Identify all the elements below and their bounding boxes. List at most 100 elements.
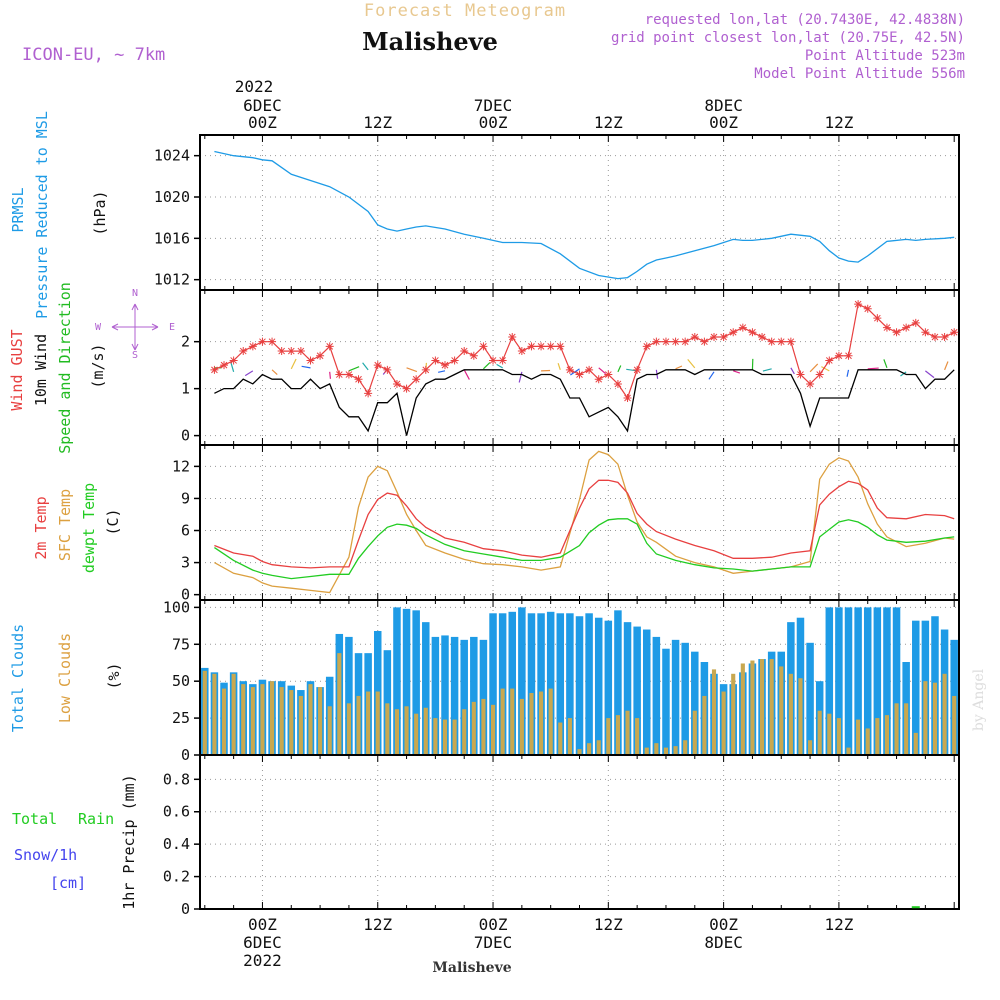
total-cloud-bar [556, 613, 565, 755]
temp-ytick-label: 12 [172, 457, 190, 475]
bottom-time-label: 00Z [709, 915, 738, 934]
top-time-label: 12Z [363, 113, 392, 132]
low-cloud-bar [250, 687, 255, 755]
low-cloud-bar [817, 710, 822, 755]
low-cloud-bar [375, 691, 380, 755]
low-cloud-bar [731, 673, 736, 755]
compass-north: N [132, 288, 138, 299]
wind-gust-marker [460, 347, 469, 356]
wind-gust-marker [854, 300, 863, 309]
total-cloud-bar [662, 648, 670, 755]
precip-ytick-label: 0.6 [163, 803, 190, 821]
precip-unit-label: 1hr Precip (mm) [120, 774, 138, 909]
clouds-ytick-label: 100 [163, 598, 190, 616]
pressure-ytick-label: 1012 [154, 271, 190, 289]
low-cloud-bar [625, 710, 630, 755]
pressure-unit-label: (hPa) [91, 190, 109, 235]
low-cloud-bar [279, 687, 284, 755]
wind-direction-arrow [708, 371, 715, 380]
snow-label: Snow/1h [14, 846, 77, 864]
wind-gust-marker [421, 365, 430, 374]
bottom-time-label: 8DEC [704, 933, 743, 952]
low-cloud-bar [788, 673, 793, 755]
total-cloud-bar [479, 639, 488, 755]
low-cloud-bar [260, 684, 265, 755]
low-cloud-bar [433, 718, 438, 755]
wind-direction-arrow [867, 367, 879, 370]
low-cloud-bar [385, 703, 390, 755]
wind-10m-label: 10m Wind [32, 334, 50, 406]
wind-direction-arrow [271, 369, 278, 375]
wind-direction-arrow [687, 359, 696, 369]
wind-gust-marker [556, 342, 565, 351]
watermark: by Angel [971, 668, 987, 731]
model-altitude: Model Point Altitude 556m [754, 66, 965, 82]
footer-location: Malisheve [432, 960, 511, 976]
wind-gust-marker [652, 337, 661, 346]
wind-gust-marker [277, 347, 286, 356]
low-cloud-bar [356, 695, 361, 755]
low-cloud-bar [808, 740, 813, 755]
location-title: Malisheve [362, 27, 498, 56]
low-cloud-bar [856, 719, 861, 755]
temp-ytick-label: 6 [181, 522, 190, 540]
requested-coords: requested lon,lat (20.7430E, 42.4838N) [645, 12, 965, 28]
wind-direction-arrow [406, 367, 418, 373]
low-cloud-bar [952, 695, 957, 755]
low-cloud-bar [481, 698, 486, 755]
wind-gust-marker [930, 332, 939, 341]
temp-ytick-label: 3 [181, 554, 190, 572]
model-label: ICON-EU, ~ 7km [22, 45, 165, 65]
wind-direction-arrow [438, 370, 446, 373]
precip-ytick-label: 0 [181, 900, 190, 918]
wind-gust-marker [594, 375, 603, 384]
wind-gust-marker [392, 379, 401, 388]
total-cloud-bar [585, 613, 593, 755]
wind-10m-line [214, 369, 955, 436]
total-cloud-bar [498, 613, 507, 755]
low-cloud-bar [529, 693, 534, 755]
wind-gust-marker [489, 356, 498, 365]
total-cloud-bar [345, 636, 353, 755]
wind-gust-marker [710, 332, 719, 341]
panels: 1012101610201024012036912025507510000.20… [154, 134, 960, 918]
top-time-label: 00Z [479, 113, 508, 132]
low-cloud-bar [308, 684, 313, 755]
wind-gust-marker [834, 351, 843, 360]
wind-gust-marker [719, 332, 728, 341]
wind-gust-marker [479, 342, 488, 351]
low-cloud-bar [875, 718, 880, 755]
wind-gust-marker [575, 370, 584, 379]
pressure-ytick-label: 1016 [154, 229, 190, 247]
total-cloud-bar [460, 639, 468, 755]
wind-frame [199, 289, 960, 446]
temp-panel: 0 3 6 9 12 [172, 444, 960, 604]
dewpt-label: dewpt Temp [80, 483, 98, 573]
low-cloud-bar [759, 659, 765, 755]
bottom-time-label: 00Z [479, 915, 508, 934]
low-cloud-bar [346, 703, 351, 755]
total-clouds-label: Total Clouds [9, 624, 27, 732]
wind-gust-marker [383, 365, 392, 374]
low-cloud-bar [231, 673, 236, 755]
low-clouds-label: Low Clouds [56, 633, 74, 723]
wind-gust-marker [748, 328, 757, 337]
wind-gust-marker [690, 332, 699, 341]
wind-gust-marker [364, 389, 373, 398]
low-cloud-bar [394, 709, 400, 755]
bottom-time-label: 7DEC [474, 933, 513, 952]
low-cloud-bar [692, 710, 697, 755]
wind-gust-marker [633, 365, 642, 374]
wind-gust-marker [844, 351, 853, 360]
low-cloud-bar [702, 695, 707, 755]
temp-unit-label: (C) [104, 508, 122, 535]
total-cloud-bar [470, 636, 478, 755]
low-cloud-bar [932, 682, 938, 755]
compass-rose: N W E S [95, 288, 175, 361]
low-cloud-bar [221, 688, 227, 755]
temp2m-label: 2m Temp [32, 496, 50, 559]
total-cloud-bar [671, 639, 680, 755]
product-title: Forecast Meteogram [364, 1, 566, 21]
grid-point-coords: grid point closest lon,lat (20.75E, 42.5… [611, 30, 965, 46]
top-time-label: 00Z [709, 113, 738, 132]
